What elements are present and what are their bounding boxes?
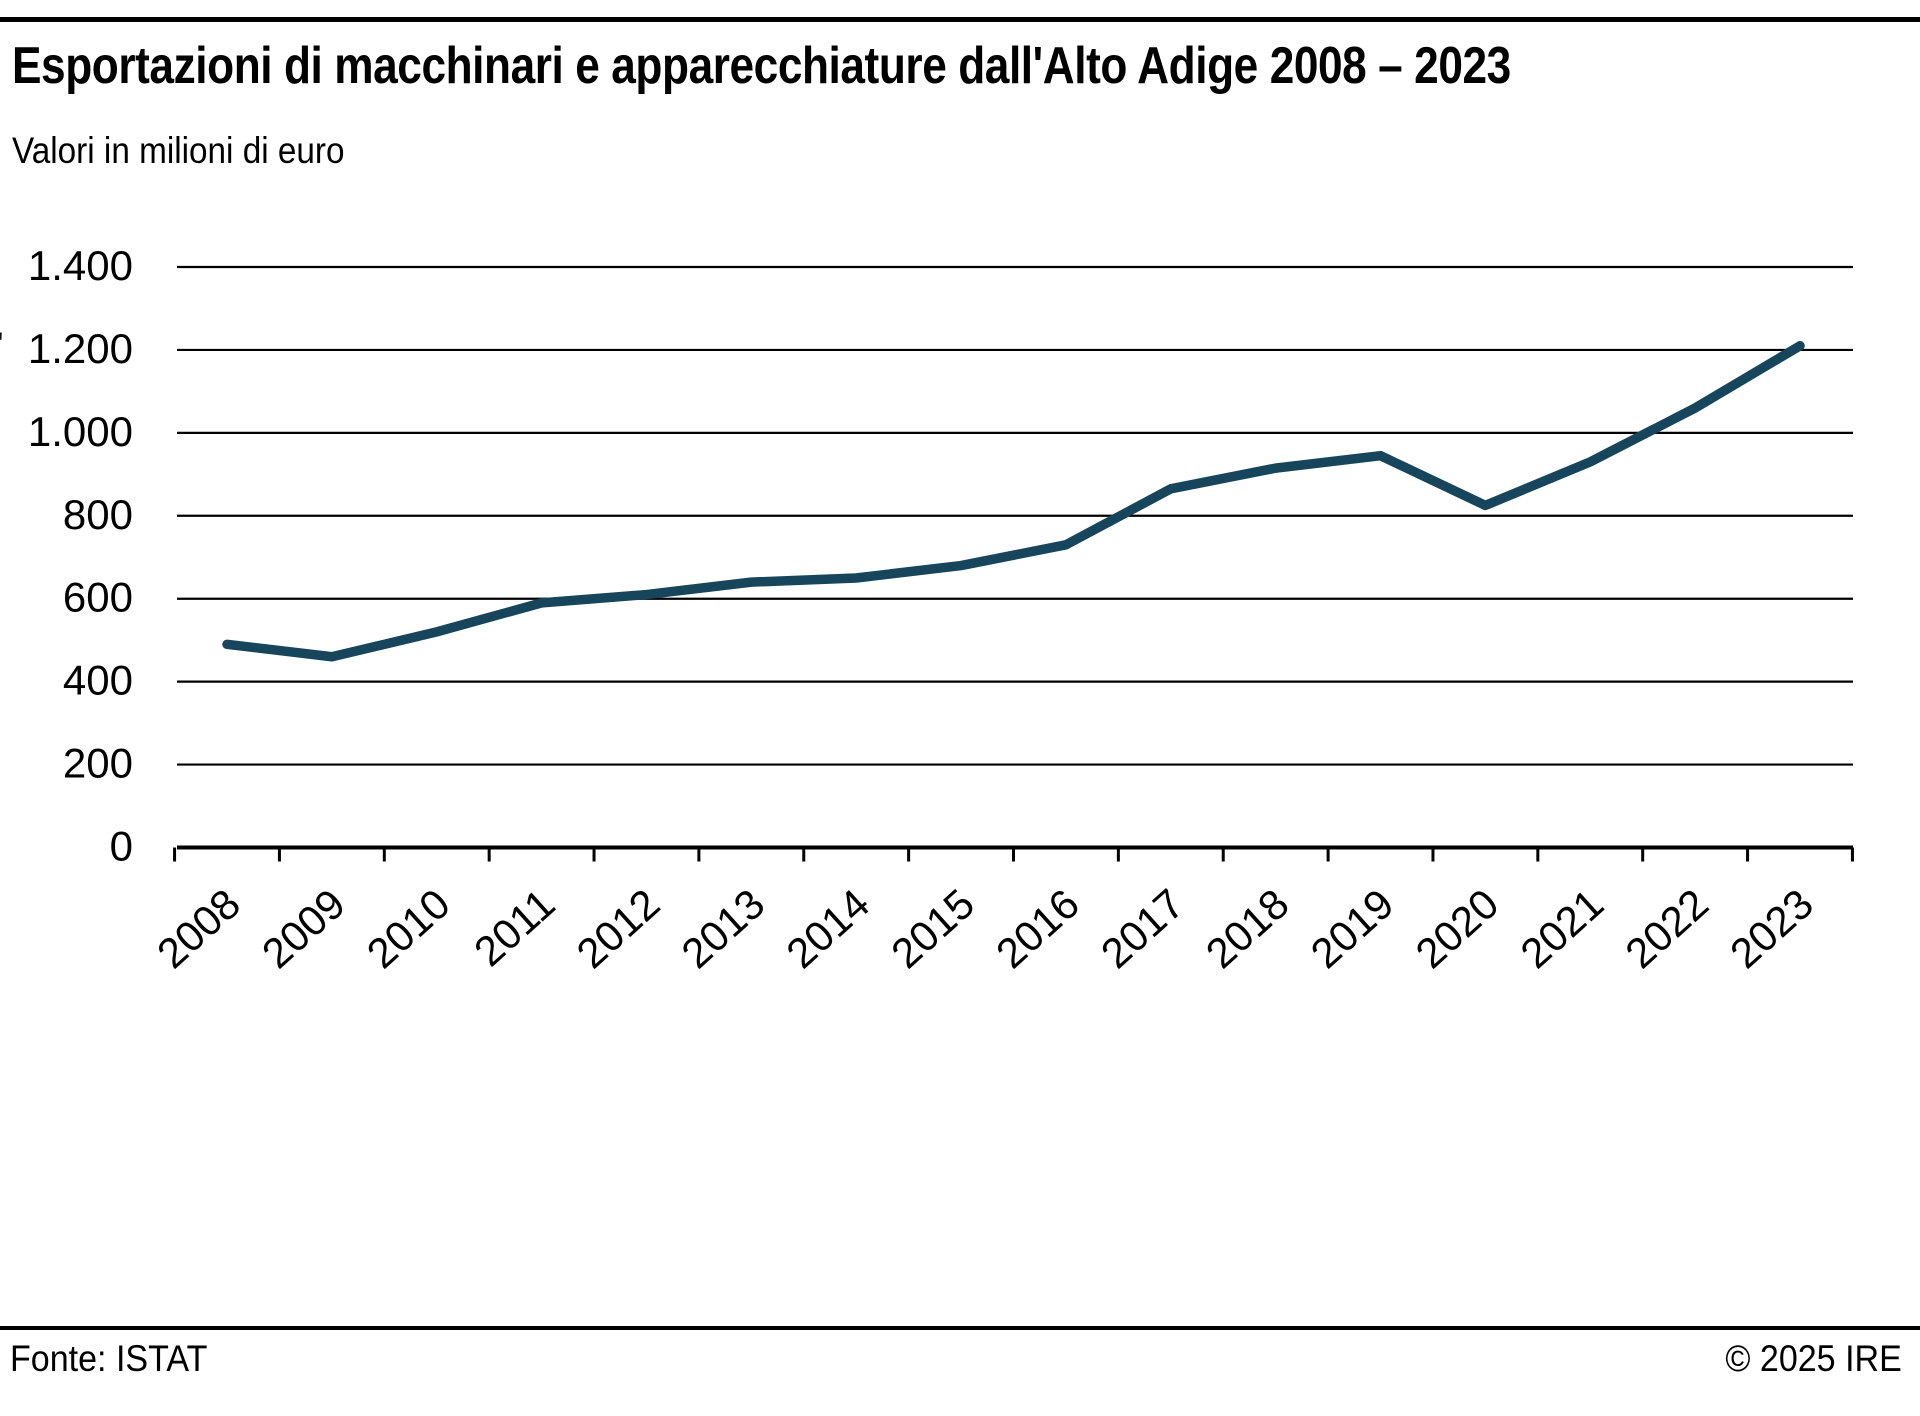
x-tick-label: 2008	[148, 880, 249, 977]
x-tick-label: 2018	[1197, 880, 1298, 977]
x-tick-label: 2023	[1721, 880, 1822, 977]
page-title: Esportazioni di macchinari e apparecchia…	[12, 37, 1511, 95]
x-tick-label: 2015	[882, 880, 983, 977]
y-tick-label: 400	[63, 657, 133, 704]
x-tick-label: 2021	[1511, 880, 1612, 977]
top-divider	[0, 17, 1920, 22]
x-tick-label: 2017	[1092, 880, 1193, 977]
x-tick-label: 2020	[1407, 880, 1508, 977]
x-tick-label: 2016	[987, 880, 1088, 977]
x-tick-label: 2019	[1302, 880, 1403, 977]
page-subtitle: Valori in milioni di euro	[12, 130, 345, 171]
x-tick-label: 2022	[1616, 880, 1717, 977]
y-tick-label: 1.000	[28, 408, 133, 455]
x-tick-label: 2011	[465, 880, 564, 975]
data-line	[222, 341, 1805, 662]
x-tick-label: 2010	[358, 880, 459, 977]
y-tick-label: 600	[63, 574, 133, 621]
x-tick-label: 2013	[672, 880, 773, 977]
footer-divider	[0, 1326, 1920, 1330]
copyright-note: © 2025 IRE	[1725, 1338, 1902, 1379]
y-tick-label: 800	[63, 491, 133, 538]
x-tick-label: 2012	[568, 880, 669, 977]
y-tick-label: 0	[110, 823, 133, 870]
y-tick-label: 1.400	[28, 242, 133, 289]
x-tick-label: 2014	[777, 880, 878, 977]
y-tick-label: 200	[63, 740, 133, 787]
stray-edge-mark: '	[0, 326, 4, 365]
source-note: Fonte: ISTAT	[10, 1338, 208, 1379]
x-tick-label: 2009	[253, 880, 354, 977]
y-tick-label: 1.200	[28, 325, 133, 372]
